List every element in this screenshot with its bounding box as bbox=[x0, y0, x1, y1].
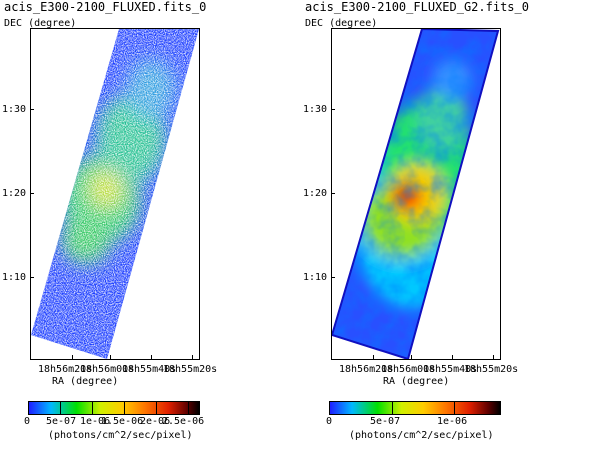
right-x-tick bbox=[452, 355, 453, 359]
left-ra-axis-label: RA (degree) bbox=[52, 376, 119, 387]
right-y-tick-label: 1:20 bbox=[303, 188, 328, 199]
left-image-map bbox=[31, 29, 199, 359]
right-colorbar-tick bbox=[392, 402, 393, 414]
right-y-tick-label: 1:30 bbox=[303, 104, 328, 115]
right-x-tick bbox=[373, 355, 374, 359]
left-x-tick-label: 18h55m40s bbox=[122, 364, 177, 375]
left-y-tick-label: 1:20 bbox=[2, 188, 27, 199]
left-x-tick bbox=[151, 355, 152, 359]
left-colorbar-tick-label: 2.5e-06 bbox=[162, 416, 205, 427]
right-colorbar-tick-label: 5e-07 bbox=[370, 416, 401, 427]
left-colorbar-tick-label: 0 bbox=[24, 416, 31, 427]
left-y-tick-label: 1:30 bbox=[2, 104, 27, 115]
left-x-tick-label: 18h56m00s bbox=[80, 364, 135, 375]
left-y-tick bbox=[30, 277, 34, 278]
right-dec-axis-label: DEC (degree) bbox=[305, 18, 378, 29]
right-colorbar-tick-label: 1e-06 bbox=[437, 416, 468, 427]
right-panel-title: acis_E300-2100_FLUXED_G2.fits_0 bbox=[305, 0, 529, 14]
right-image-frame[interactable] bbox=[331, 28, 501, 360]
left-colorbar-tick bbox=[92, 402, 93, 414]
right-x-tick bbox=[411, 355, 412, 359]
right-x-tick bbox=[493, 355, 494, 359]
left-colorbar-tick bbox=[124, 402, 125, 414]
left-colorbar-tick bbox=[60, 402, 61, 414]
left-image-frame[interactable] bbox=[30, 28, 200, 360]
right-y-tick bbox=[331, 277, 335, 278]
left-colorbar-tick bbox=[156, 402, 157, 414]
right-y-tick bbox=[331, 193, 335, 194]
left-x-tick bbox=[192, 355, 193, 359]
right-x-tick-label: 18h56m00s bbox=[381, 364, 436, 375]
right-x-tick-label: 18h56m20s bbox=[339, 364, 394, 375]
left-colorbar bbox=[28, 401, 200, 415]
left-colorbar-tick-label: 5e-07 bbox=[46, 416, 77, 427]
left-dec-axis-label: DEC (degree) bbox=[4, 18, 77, 29]
left-colorbar-tick bbox=[188, 402, 189, 414]
left-x-tick-label: 18h56m20s bbox=[38, 364, 93, 375]
left-colorbar-tick-label: 1e-06 bbox=[80, 416, 111, 427]
right-x-tick-label: 18h55m40s bbox=[423, 364, 478, 375]
left-y-tick-label: 1:10 bbox=[2, 272, 27, 283]
left-colorbar-tick-label: 2e-06 bbox=[140, 416, 171, 427]
right-image-map bbox=[332, 29, 500, 359]
left-x-tick bbox=[110, 355, 111, 359]
left-panel-title: acis_E300-2100_FLUXED.fits_0 bbox=[4, 0, 207, 14]
left-x-tick-label: 18h55m20s bbox=[163, 364, 218, 375]
right-colorbar-tick-label: 0 bbox=[326, 416, 333, 427]
left-y-tick bbox=[30, 109, 34, 110]
right-y-tick bbox=[331, 109, 335, 110]
right-x-tick-label: 18h55m20s bbox=[464, 364, 519, 375]
left-colorbar-unit-label: (photons/cm^2/sec/pixel) bbox=[48, 430, 193, 441]
left-y-tick bbox=[30, 193, 34, 194]
right-ra-axis-label: RA (degree) bbox=[383, 376, 450, 387]
right-y-tick-label: 1:10 bbox=[303, 272, 328, 283]
right-colorbar-unit-label: (photons/cm^2/sec/pixel) bbox=[349, 430, 494, 441]
left-x-tick bbox=[72, 355, 73, 359]
right-colorbar bbox=[329, 401, 501, 415]
right-colorbar-tick bbox=[454, 402, 455, 414]
left-colorbar-tick-label: 1.5e-06 bbox=[101, 416, 144, 427]
